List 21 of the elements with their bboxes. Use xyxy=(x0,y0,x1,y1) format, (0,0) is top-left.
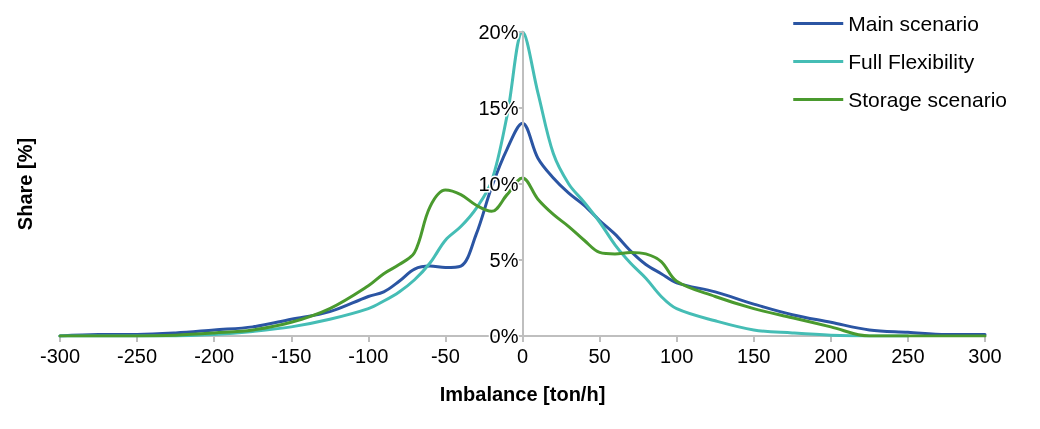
x-tick-label: 50 xyxy=(588,345,611,367)
x-tick-label: -50 xyxy=(430,345,460,367)
x-tick-label: 150 xyxy=(737,345,771,367)
legend-label: Storage scenario xyxy=(848,88,1007,111)
x-tick-label: -100 xyxy=(348,345,389,367)
x-tick-label: 200 xyxy=(814,345,848,367)
x-tick-label: 250 xyxy=(891,345,925,367)
x-tick-label: 300 xyxy=(968,345,1002,367)
x-tick-label: -150 xyxy=(271,345,312,367)
x-tick-label: 0 xyxy=(516,345,529,367)
y-axis-title: Share [%] xyxy=(14,137,36,231)
y-tick-label: 0% xyxy=(489,325,519,347)
x-tick-label: -250 xyxy=(117,345,158,367)
y-tick-label: 5% xyxy=(489,249,519,271)
legend-label: Full Flexibility xyxy=(848,50,975,73)
x-tick-label: 100 xyxy=(659,345,694,367)
legend-label: Main scenario xyxy=(848,12,979,35)
x-axis-title: Imbalance [ton/h] xyxy=(439,383,606,405)
x-tick-label: -200 xyxy=(194,345,235,367)
x-tick-label: -300 xyxy=(39,345,81,367)
y-tick-label: 20% xyxy=(478,21,519,43)
